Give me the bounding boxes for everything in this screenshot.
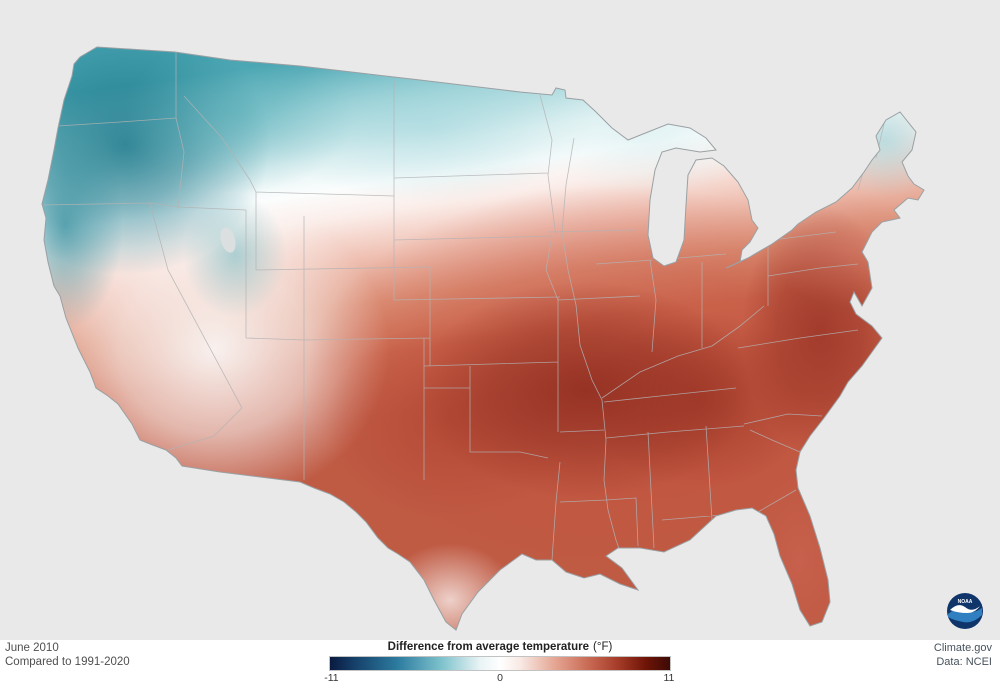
tick-max: 11	[663, 672, 675, 684]
tick-min: -11	[324, 672, 339, 684]
baseline-period: Compared to 1991-2020	[5, 656, 130, 668]
temperature-anomaly-field	[42, 47, 924, 630]
credit-site: Climate.gov	[933, 642, 992, 654]
legend-title: Difference from average temperature	[387, 641, 590, 653]
svg-text:NOAA: NOAA	[958, 599, 973, 605]
credits: Climate.gov Data: NCEI	[934, 641, 992, 669]
noaa-logo-icon: NOAA	[946, 592, 984, 630]
tick-mid: 0	[497, 672, 503, 684]
great-salt-lake	[220, 227, 236, 253]
map-date: June 2010	[5, 642, 59, 654]
footer: June 2010 Compared to 1991-2020 Differen…	[0, 640, 1000, 690]
colorbar-ticks: -11 0 11	[324, 672, 674, 685]
state-borders	[43, 52, 885, 563]
credit-data: Data: NCEI	[936, 656, 992, 668]
colorbar	[330, 657, 670, 670]
legend: Difference from average temperature (°F) …	[310, 641, 690, 685]
map-area	[0, 0, 1000, 640]
us-temperature-anomaly-map	[41, 46, 925, 631]
us-outline	[41, 46, 925, 631]
legend-unit: (°F)	[593, 641, 613, 653]
legend-label: Difference from average temperature (°F)	[310, 641, 690, 653]
date-block: June 2010 Compared to 1991-2020	[5, 641, 130, 669]
